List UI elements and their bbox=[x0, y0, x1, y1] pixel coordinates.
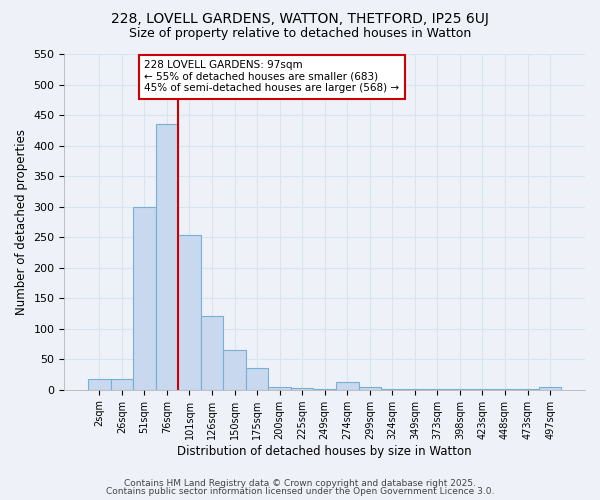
Bar bbox=[110, 378, 133, 390]
Bar bbox=[201, 316, 223, 390]
Bar bbox=[313, 389, 336, 390]
Bar bbox=[133, 206, 155, 390]
Text: 228, LOVELL GARDENS, WATTON, THETFORD, IP25 6UJ: 228, LOVELL GARDENS, WATTON, THETFORD, I… bbox=[111, 12, 489, 26]
Bar bbox=[494, 389, 516, 390]
Bar bbox=[155, 124, 178, 390]
X-axis label: Distribution of detached houses by size in Watton: Distribution of detached houses by size … bbox=[178, 444, 472, 458]
Y-axis label: Number of detached properties: Number of detached properties bbox=[15, 129, 28, 315]
Bar bbox=[539, 386, 562, 390]
Bar bbox=[268, 386, 291, 390]
Bar bbox=[246, 368, 268, 390]
Bar bbox=[471, 389, 494, 390]
Text: 228 LOVELL GARDENS: 97sqm
← 55% of detached houses are smaller (683)
45% of semi: 228 LOVELL GARDENS: 97sqm ← 55% of detac… bbox=[145, 60, 400, 94]
Bar bbox=[449, 389, 471, 390]
Bar bbox=[404, 389, 426, 390]
Bar bbox=[359, 386, 381, 390]
Bar bbox=[178, 236, 201, 390]
Bar bbox=[291, 388, 313, 390]
Bar bbox=[88, 378, 110, 390]
Bar bbox=[336, 382, 359, 390]
Text: Size of property relative to detached houses in Watton: Size of property relative to detached ho… bbox=[129, 28, 471, 40]
Bar bbox=[516, 389, 539, 390]
Bar bbox=[426, 389, 449, 390]
Bar bbox=[381, 389, 404, 390]
Bar bbox=[223, 350, 246, 390]
Text: Contains public sector information licensed under the Open Government Licence 3.: Contains public sector information licen… bbox=[106, 487, 494, 496]
Text: Contains HM Land Registry data © Crown copyright and database right 2025.: Contains HM Land Registry data © Crown c… bbox=[124, 478, 476, 488]
